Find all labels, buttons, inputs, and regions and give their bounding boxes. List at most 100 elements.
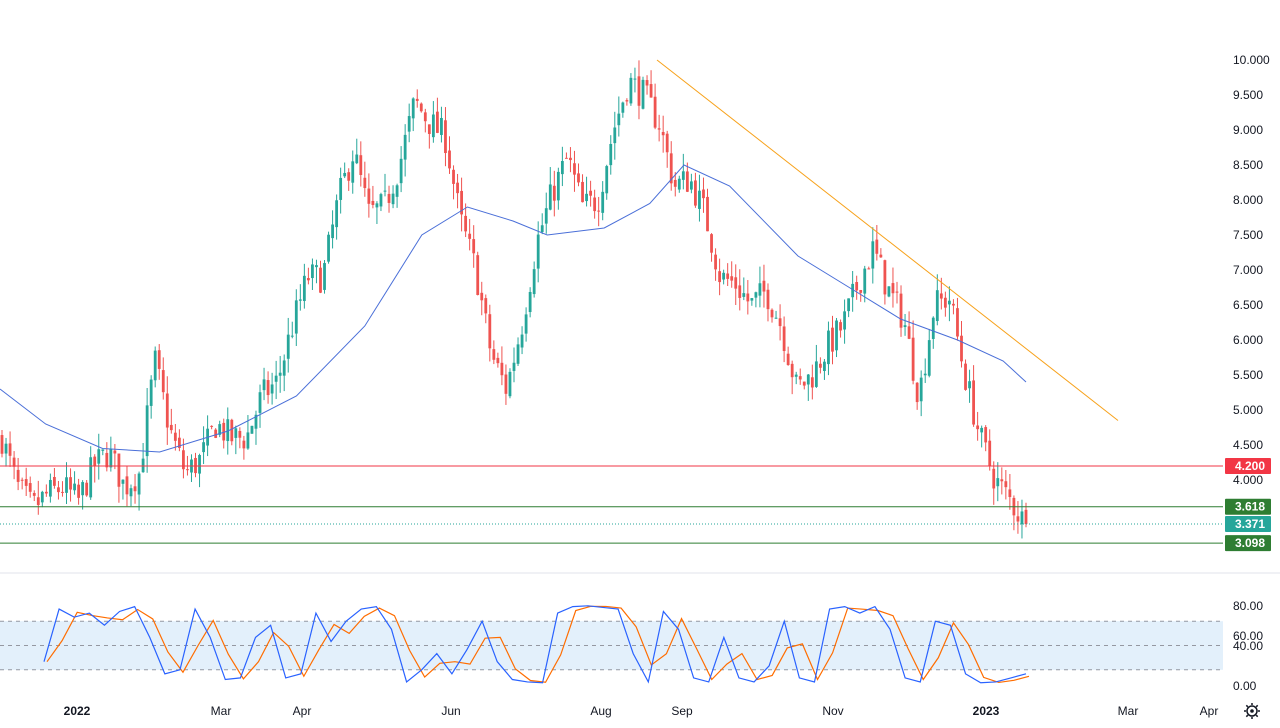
price-badge-label: 3.098 (1235, 536, 1265, 550)
candle (36, 497, 40, 506)
price-badge-label: 4.200 (1235, 459, 1265, 473)
candle (218, 424, 222, 435)
candle (694, 180, 697, 206)
candle (939, 293, 943, 299)
candle (794, 374, 798, 377)
candle (12, 457, 16, 467)
candle (113, 450, 117, 454)
candle (883, 260, 887, 295)
candle (157, 350, 161, 369)
candle (528, 291, 532, 313)
candle (81, 482, 85, 496)
stochastic-tick: 0.00 (1233, 679, 1257, 693)
candle (391, 193, 395, 205)
candle (903, 325, 907, 328)
candle (839, 322, 842, 331)
candle (968, 381, 971, 389)
candle (726, 273, 730, 279)
candle (1020, 511, 1024, 525)
candle (266, 380, 270, 396)
candle (363, 177, 367, 189)
price-axis: 10.000 9.500 9.000 8.500 8.000 7.500 7.000 6.50… (0, 53, 1280, 574)
candle (0, 435, 4, 454)
candle (565, 157, 568, 159)
candle (77, 484, 80, 498)
moving-average-line (0, 164, 1027, 453)
candle (677, 178, 681, 190)
candle (810, 377, 814, 388)
candle (371, 200, 375, 205)
candle (282, 360, 286, 376)
candle (613, 127, 617, 144)
candle (298, 299, 302, 301)
candle (262, 379, 266, 391)
candle (44, 491, 48, 494)
candle (556, 171, 560, 201)
candle (943, 297, 947, 308)
candle (355, 154, 359, 164)
candle (540, 225, 544, 232)
candle (61, 491, 64, 493)
candle (73, 483, 76, 491)
candle (182, 450, 185, 470)
candle (319, 267, 322, 293)
time-tick: Mar (1118, 704, 1139, 718)
candle (153, 350, 157, 381)
candle (161, 370, 165, 393)
candle (387, 193, 391, 203)
candle (8, 443, 12, 456)
candle (234, 428, 238, 438)
candle (661, 131, 665, 136)
settings-gear-icon[interactable] (1244, 703, 1260, 719)
candle (137, 473, 141, 495)
candle (585, 193, 588, 202)
candle (448, 150, 451, 169)
candle (32, 492, 36, 496)
candles-layer (0, 60, 1028, 539)
candle (343, 172, 347, 177)
candle (395, 185, 399, 197)
candle (105, 452, 109, 468)
candle (665, 133, 669, 153)
candle (980, 427, 984, 433)
trendline (656, 59, 1119, 421)
price-badge (1225, 498, 1271, 515)
candle (16, 469, 20, 482)
candle (798, 376, 802, 380)
stochastic-d-line (46, 605, 1030, 684)
price-tick: 4.500 (1233, 438, 1263, 452)
candle (125, 476, 129, 495)
candle (476, 255, 480, 295)
candle (290, 335, 294, 337)
candle (702, 189, 705, 199)
candle (270, 384, 274, 394)
candle (141, 458, 145, 473)
candle (879, 254, 883, 258)
candle (464, 215, 468, 232)
candle (552, 185, 556, 201)
candle (327, 234, 330, 262)
candle (242, 440, 246, 449)
candle (173, 432, 177, 441)
stochastic-k-line (43, 605, 1027, 684)
time-tick: Apr (1200, 704, 1219, 718)
candle (1008, 489, 1012, 498)
candle (214, 429, 218, 438)
price-tick: 5.500 (1233, 368, 1263, 382)
candle (988, 440, 992, 466)
candle (935, 290, 939, 322)
candle (145, 405, 149, 457)
candle (718, 271, 722, 283)
candle (238, 430, 242, 438)
candle (484, 298, 488, 314)
candle (859, 289, 863, 293)
candle (645, 80, 649, 86)
candle (544, 208, 548, 224)
candle (177, 437, 181, 448)
price-badge-label: 3.371 (1235, 517, 1265, 531)
candle (907, 326, 911, 339)
candle (617, 113, 621, 126)
